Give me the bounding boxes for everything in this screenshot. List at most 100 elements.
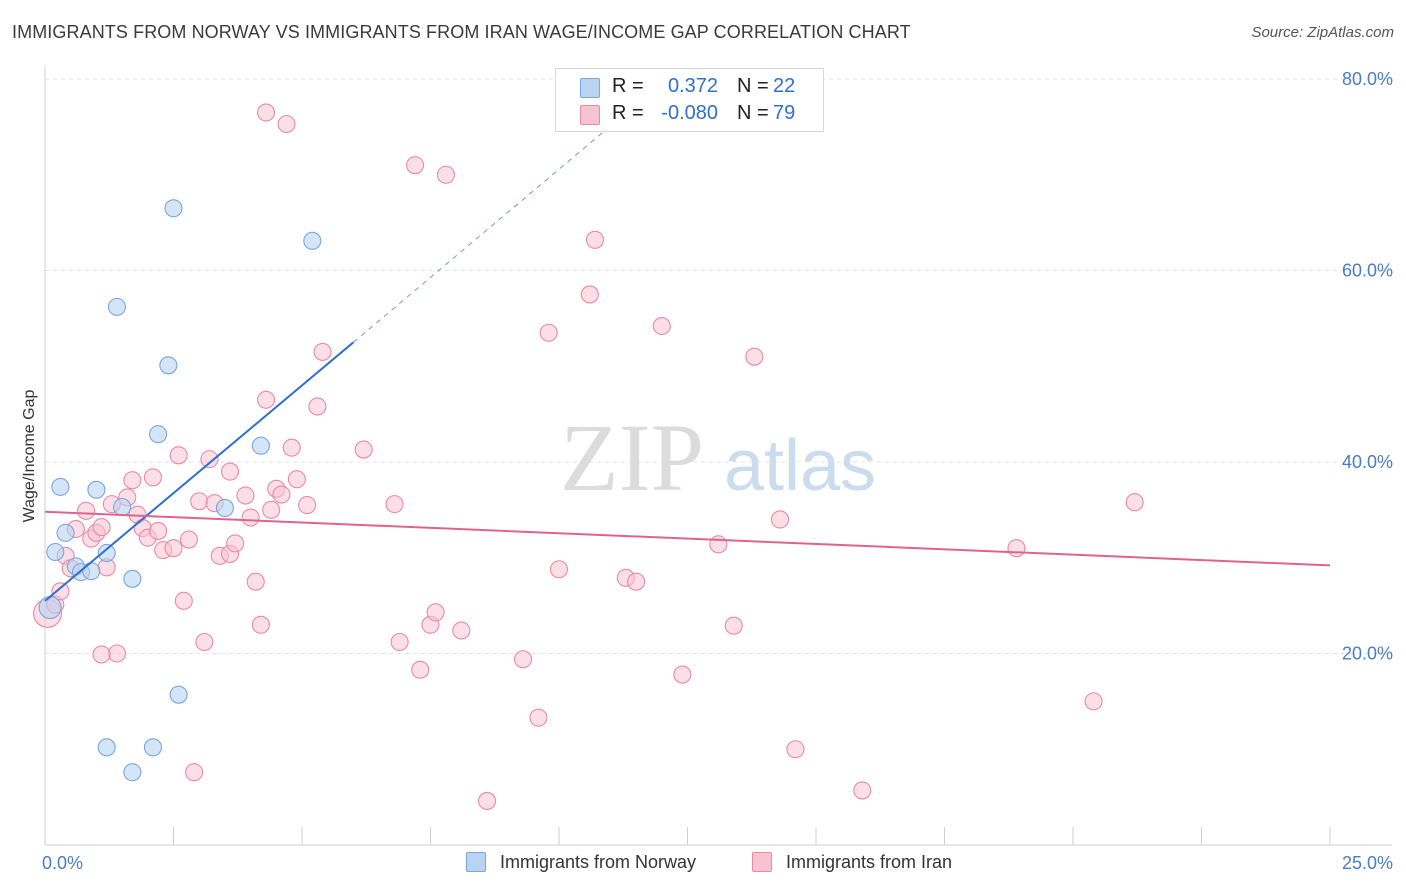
legend: R = 0.372 N = 22 R = -0.080 N = 79 bbox=[555, 68, 824, 132]
iran-point bbox=[580, 285, 599, 304]
iran-point bbox=[164, 539, 183, 558]
iran-point bbox=[179, 530, 198, 549]
iran-point bbox=[262, 500, 281, 519]
iran-point bbox=[390, 632, 409, 652]
watermark-atlas: atlas bbox=[724, 426, 876, 506]
iran-point bbox=[185, 763, 204, 782]
iran-point bbox=[627, 572, 646, 591]
iran-point bbox=[195, 632, 214, 652]
iran-point bbox=[529, 708, 548, 727]
iran-point bbox=[143, 468, 162, 487]
iran-point bbox=[251, 615, 270, 634]
iran-point bbox=[298, 496, 317, 515]
iran-point bbox=[724, 616, 743, 635]
iran-point bbox=[426, 603, 445, 622]
norway-point bbox=[87, 480, 106, 499]
bottom-legend-swatch-norway bbox=[466, 852, 486, 872]
source-credit: Source: ZipAtlas.com bbox=[1251, 24, 1394, 41]
iran-point bbox=[51, 582, 70, 601]
iran-point bbox=[220, 462, 240, 481]
iran-point bbox=[277, 114, 296, 134]
norway-point bbox=[51, 477, 70, 496]
norway-points bbox=[38, 199, 322, 782]
iran-point bbox=[246, 572, 265, 591]
iran-point bbox=[174, 591, 193, 610]
iran-point bbox=[585, 230, 605, 249]
iran-point bbox=[354, 440, 373, 459]
norway-point bbox=[38, 595, 62, 620]
iran-point bbox=[272, 485, 291, 504]
legend-r-value: 0.372 bbox=[667, 75, 718, 97]
tick-labels: 20.0% 40.0% 60.0% 80.0% 0.0% 25.0% bbox=[42, 69, 1393, 873]
legend-n-value: 22 bbox=[773, 75, 796, 97]
iran-point bbox=[200, 450, 219, 469]
norway-point bbox=[149, 425, 168, 444]
y-axis-label: Wage/Income Gap bbox=[21, 390, 38, 523]
norway-trend-extension bbox=[353, 116, 622, 343]
iran-point bbox=[539, 323, 558, 342]
legend-r-label: R = bbox=[612, 75, 644, 97]
norway-point bbox=[215, 498, 234, 518]
bottom-legend-label-iran: Immigrants from Iran bbox=[786, 852, 953, 872]
iran-point bbox=[77, 501, 96, 520]
iran-point bbox=[477, 791, 497, 811]
iran-point bbox=[123, 471, 142, 490]
bottom-legend: Immigrants from Norway Immigrants from I… bbox=[0, 850, 1406, 880]
norway-point bbox=[97, 738, 116, 757]
norway-point bbox=[107, 297, 127, 316]
iran-point bbox=[107, 644, 127, 663]
x-tick-label: 0.0% bbox=[42, 853, 83, 873]
legend-row-norway: R = 0.372 N = 22 bbox=[556, 74, 823, 100]
iran-point bbox=[226, 534, 245, 553]
iran-point bbox=[513, 650, 533, 669]
norway-point bbox=[113, 497, 132, 517]
iran-point bbox=[149, 521, 168, 540]
iran-point bbox=[308, 397, 327, 416]
iran-point bbox=[241, 508, 260, 527]
iran-point bbox=[652, 316, 671, 336]
legend-r-label: R = bbox=[612, 102, 644, 124]
iran-point bbox=[549, 560, 569, 579]
legend-r-value: -0.080 bbox=[661, 102, 718, 124]
iran-point bbox=[452, 621, 471, 640]
legend-n-value: 79 bbox=[773, 102, 796, 124]
iran-point bbox=[1084, 692, 1103, 711]
iran-point bbox=[236, 486, 255, 505]
watermark-zip: ZIP bbox=[560, 404, 704, 511]
legend-n-label: N = bbox=[737, 102, 769, 124]
x-tick-label: 25.0% bbox=[1342, 853, 1393, 873]
norway-point bbox=[169, 685, 188, 704]
y-tick-label: 60.0% bbox=[1342, 261, 1393, 281]
legend-n-label: N = bbox=[737, 75, 769, 97]
norway-point bbox=[97, 543, 116, 563]
norway-point bbox=[251, 436, 270, 455]
iran-point bbox=[190, 492, 209, 511]
iran-point bbox=[282, 438, 301, 457]
iran-point bbox=[1007, 539, 1026, 558]
iran-point bbox=[385, 495, 404, 514]
iran-point bbox=[1125, 493, 1144, 512]
iran-point bbox=[287, 470, 306, 489]
trend-lines bbox=[44, 116, 1331, 602]
iran-point bbox=[411, 660, 430, 679]
watermark: ZIP atlas bbox=[560, 404, 876, 511]
legend-swatch-norway bbox=[580, 78, 600, 98]
iran-trend-line bbox=[44, 510, 1331, 567]
y-tick-label: 40.0% bbox=[1342, 452, 1393, 472]
iran-point bbox=[256, 390, 276, 409]
legend-swatch-iran bbox=[580, 105, 600, 125]
iran-point bbox=[313, 342, 332, 361]
iran-point bbox=[786, 740, 805, 759]
norway-point bbox=[123, 569, 142, 588]
norway-point bbox=[143, 738, 162, 757]
norway-point bbox=[164, 199, 183, 218]
y-tick-label: 20.0% bbox=[1342, 644, 1393, 664]
legend-row-iran: R = -0.080 N = 79 bbox=[556, 101, 823, 127]
axes bbox=[44, 66, 1392, 846]
bottom-legend-label-norway: Immigrants from Norway bbox=[500, 852, 697, 872]
y-tick-label: 80.0% bbox=[1342, 69, 1393, 89]
norway-point bbox=[303, 231, 322, 250]
norway-point bbox=[56, 523, 75, 542]
iran-point bbox=[256, 103, 276, 122]
